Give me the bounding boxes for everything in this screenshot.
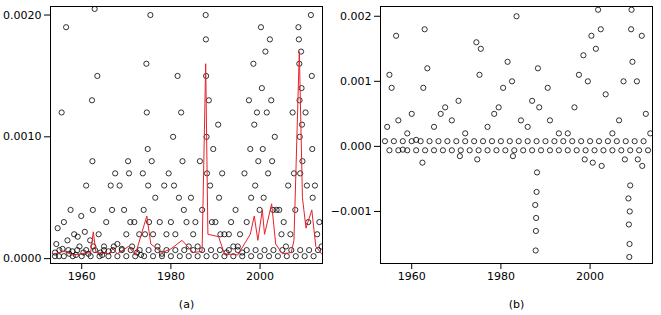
svg-text:1980: 1980 [157,270,185,283]
svg-text:0.0010: 0.0010 [3,130,42,143]
svg-text:0.002: 0.002 [340,10,372,23]
svg-text:(a): (a) [179,298,194,311]
svg-text:0.000: 0.000 [340,140,372,153]
svg-text:1960: 1960 [68,270,96,283]
svg-text:(b): (b) [509,298,525,311]
svg-text:0.001: 0.001 [340,75,372,88]
svg-text:2000: 2000 [246,270,274,283]
svg-text:1980: 1980 [487,270,515,283]
svg-text:0.0020: 0.0020 [3,9,42,22]
svg-text:2000: 2000 [576,270,604,283]
svg-text:−0.001: −0.001 [331,205,372,218]
svg-text:0.0000: 0.0000 [3,252,42,265]
svg-text:1960: 1960 [398,270,426,283]
